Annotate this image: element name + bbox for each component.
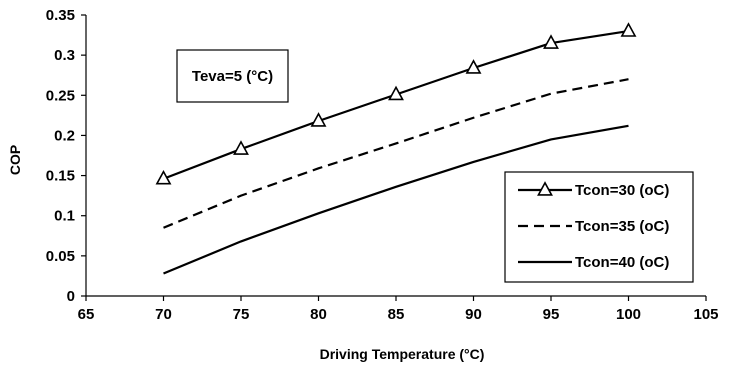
legend: Tcon=30 (oC) Tcon=35 (oC) Tcon=40 (oC): [504, 171, 694, 283]
series-layer: [155, 22, 637, 275]
series-1-marker-3: [310, 112, 327, 127]
x-tick-label: 105: [693, 306, 718, 323]
series-line-3: [163, 124, 629, 275]
x-tick-label: 90: [465, 306, 482, 323]
legend-label-2: Tcon=35 (oC): [575, 218, 669, 235]
x-axis-title: Driving Temperature (°C): [320, 346, 485, 362]
y-tick-label: 0.25: [46, 87, 75, 104]
series-1-marker-2: [233, 140, 249, 155]
series-1-marker-4: [388, 85, 404, 101]
y-tick-label: 0.05: [46, 248, 75, 265]
legend-label-3: Tcon=40 (oC): [575, 254, 669, 271]
y-tick-label: 0.1: [54, 208, 75, 225]
series-line-2: [163, 78, 629, 229]
y-axis-title: COP: [7, 145, 23, 175]
series-1-marker-1: [155, 169, 172, 185]
x-tick-label: 65: [78, 306, 95, 323]
series-1-marker-6: [543, 34, 559, 49]
x-axis-ticks: 65 70 75 80 85 90 95 100 105: [78, 296, 719, 323]
y-tick-label: 0.3: [54, 47, 75, 64]
x-tick-label: 95: [543, 306, 560, 323]
annotation-box: Teva=5 (°C): [176, 49, 289, 103]
x-tick-label: 100: [616, 306, 641, 323]
annotation-border: [176, 49, 289, 103]
series-1-marker-7: [620, 22, 637, 37]
y-tick-label: 0.2: [54, 127, 75, 144]
annotation-label: Teva=5 (°C): [192, 68, 273, 85]
x-tick-label: 80: [310, 306, 327, 323]
legend-marker-1: [537, 181, 553, 196]
x-tick-label: 70: [155, 306, 172, 323]
legend-label-1: Tcon=30 (oC): [575, 182, 669, 199]
series-1-marker-5: [465, 59, 482, 74]
x-tick-label: 85: [388, 306, 405, 323]
y-tick-label: 0.15: [46, 168, 75, 185]
legend-items: Tcon=30 (oC) Tcon=35 (oC) Tcon=40 (oC): [518, 181, 669, 271]
y-axis-ticks: 0 0.05 0.1 0.15 0.2 0.25 0.3 0.35: [46, 7, 86, 305]
y-tick-label: 0.35: [46, 7, 75, 24]
y-tick-label: 0: [67, 288, 75, 305]
x-tick-label: 75: [233, 306, 250, 323]
